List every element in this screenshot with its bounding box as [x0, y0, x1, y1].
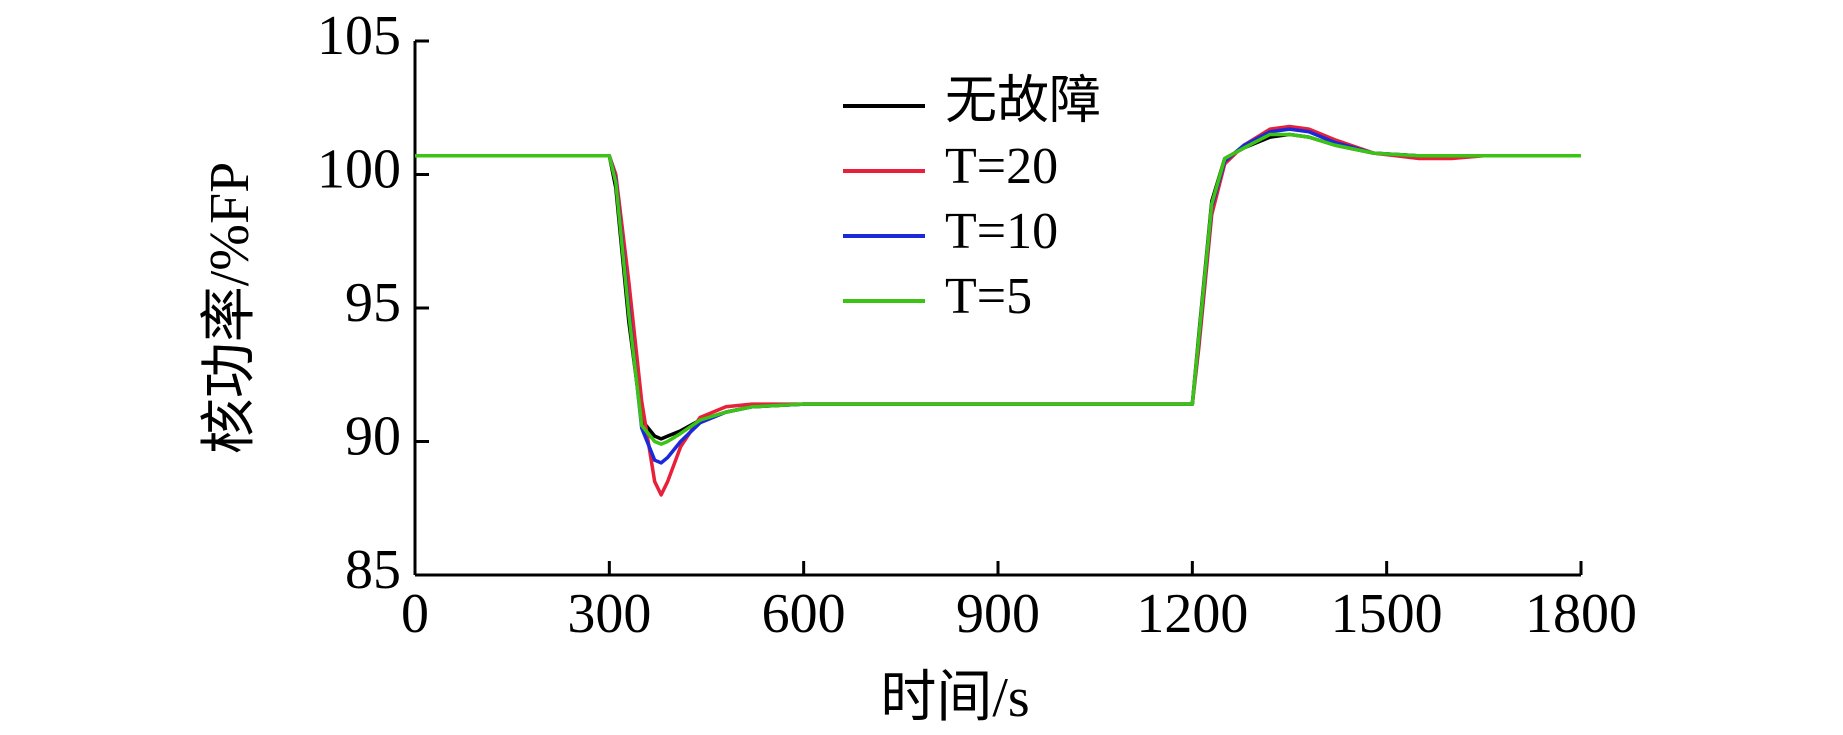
- y-tick-label: 95: [345, 272, 401, 334]
- y-tick-label: 100: [317, 138, 401, 200]
- x-tick-label: 1800: [1525, 583, 1637, 645]
- x-tick-label: 900: [956, 583, 1040, 645]
- y-tick-label: 85: [345, 539, 401, 601]
- y-tick-label: 105: [317, 5, 401, 67]
- y-tick-label: 90: [345, 405, 401, 467]
- data-line: [415, 132, 1581, 446]
- legend-label: T=5: [945, 268, 1032, 325]
- y-axis-label: 核功率/%FP: [199, 162, 261, 455]
- x-tick-label: 1500: [1331, 583, 1443, 645]
- legend-label: T=20: [945, 138, 1058, 195]
- x-tick-label: 0: [401, 583, 429, 645]
- legend-label: T=10: [945, 203, 1058, 260]
- x-axis-label: 时间/s: [880, 667, 1029, 729]
- x-tick-label: 1200: [1136, 583, 1248, 645]
- legend-label: 无故障: [945, 73, 1101, 130]
- x-tick-label: 300: [567, 583, 651, 645]
- x-tick-label: 600: [762, 583, 846, 645]
